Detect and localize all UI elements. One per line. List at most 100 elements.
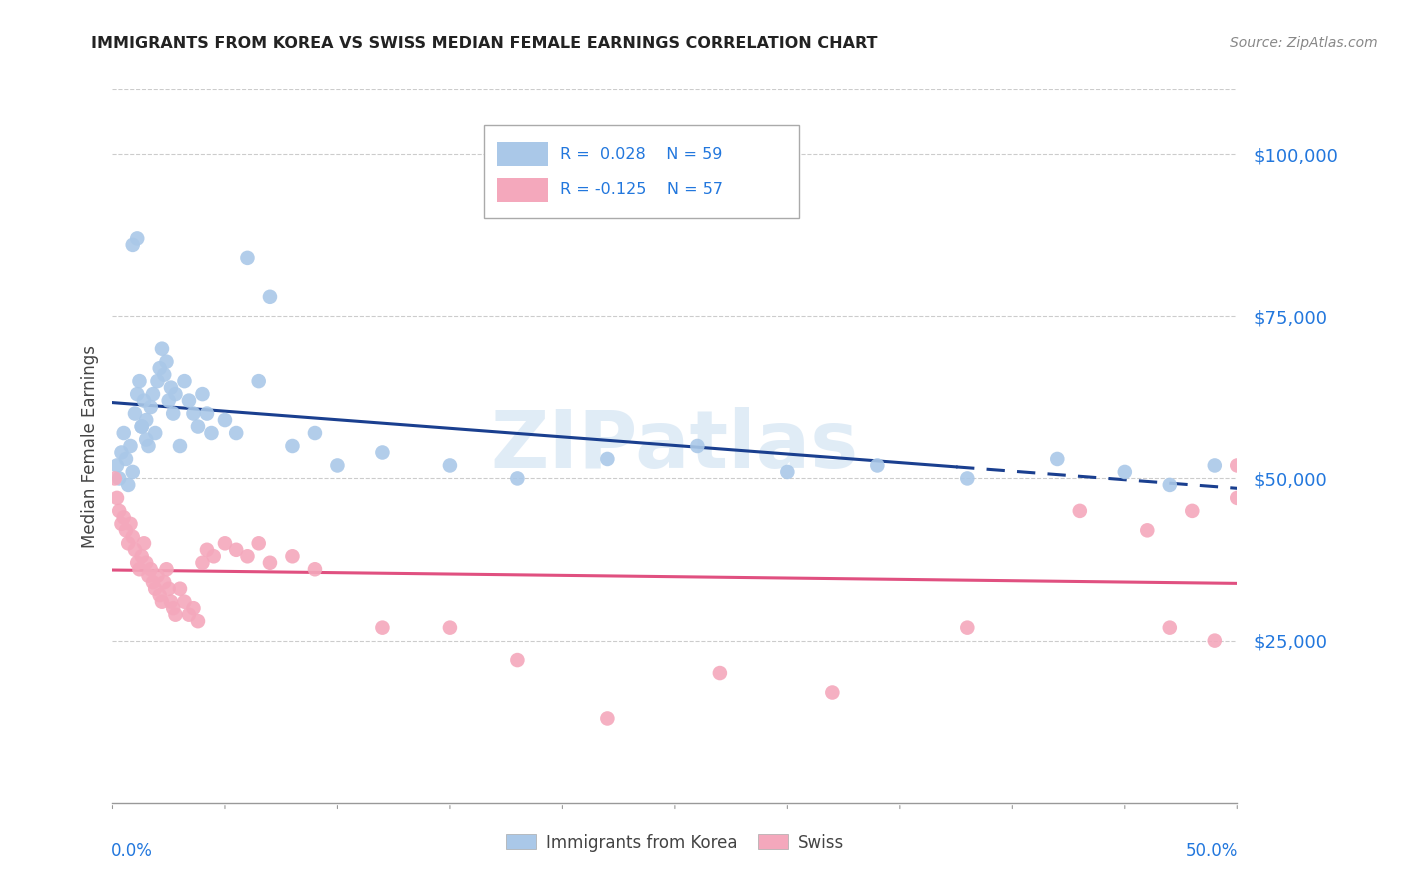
Point xyxy=(121,238,143,252)
Point xyxy=(105,491,128,505)
Point xyxy=(200,425,222,440)
Point xyxy=(150,342,173,356)
Text: R =  0.028    N = 59: R = 0.028 N = 59 xyxy=(560,146,723,161)
Point xyxy=(304,425,326,440)
Point xyxy=(195,407,218,421)
Point xyxy=(124,407,146,421)
Point xyxy=(120,516,142,531)
Text: Source: ZipAtlas.com: Source: ZipAtlas.com xyxy=(1230,36,1378,50)
Point xyxy=(247,374,270,388)
Point xyxy=(110,516,132,531)
Point xyxy=(371,621,394,635)
Point xyxy=(281,439,304,453)
Point xyxy=(149,361,172,376)
Point xyxy=(191,387,214,401)
Point xyxy=(121,530,143,544)
Point xyxy=(439,621,461,635)
Point xyxy=(247,536,270,550)
Point xyxy=(1046,452,1069,467)
Text: ZIPatlas: ZIPatlas xyxy=(491,407,859,485)
Point xyxy=(108,471,131,485)
Point xyxy=(1181,504,1204,518)
Point xyxy=(139,400,162,414)
Point xyxy=(162,601,184,615)
Point xyxy=(142,387,165,401)
Point xyxy=(135,433,157,447)
Point xyxy=(115,524,138,538)
Point xyxy=(155,562,177,576)
Point xyxy=(155,354,177,368)
Point xyxy=(1114,465,1136,479)
Point xyxy=(132,393,155,408)
Text: 50.0%: 50.0% xyxy=(1187,842,1239,860)
Point xyxy=(139,562,162,576)
Point xyxy=(128,562,150,576)
Point xyxy=(202,549,225,564)
Point xyxy=(214,413,236,427)
FancyBboxPatch shape xyxy=(498,142,548,166)
Point xyxy=(138,439,160,453)
Point xyxy=(115,452,138,467)
Point xyxy=(195,542,218,557)
Point xyxy=(686,439,709,453)
Point xyxy=(142,575,165,590)
Point xyxy=(131,419,153,434)
Point xyxy=(1069,504,1091,518)
Point xyxy=(157,582,180,596)
Text: R = -0.125    N = 57: R = -0.125 N = 57 xyxy=(560,182,723,197)
Point xyxy=(371,445,394,459)
Point xyxy=(304,562,326,576)
Point xyxy=(127,231,149,245)
Point xyxy=(177,607,200,622)
Point xyxy=(169,582,191,596)
Point xyxy=(596,711,619,725)
Point xyxy=(135,413,157,427)
Point xyxy=(162,407,184,421)
Point xyxy=(173,374,195,388)
Point xyxy=(112,510,135,524)
Point xyxy=(1159,478,1181,492)
Point xyxy=(165,387,187,401)
Point xyxy=(956,621,979,635)
Point xyxy=(104,471,127,485)
Point xyxy=(709,666,731,681)
Point xyxy=(138,568,160,582)
Point xyxy=(439,458,461,473)
Y-axis label: Median Female Earnings: Median Female Earnings xyxy=(80,344,98,548)
Point xyxy=(160,595,183,609)
Point xyxy=(187,614,209,628)
Point xyxy=(105,458,128,473)
Point xyxy=(128,374,150,388)
Point xyxy=(191,556,214,570)
Point xyxy=(225,425,247,440)
Point xyxy=(1226,458,1249,473)
Point xyxy=(187,419,209,434)
Point xyxy=(108,504,131,518)
Point xyxy=(146,568,169,582)
Point xyxy=(110,445,132,459)
Point xyxy=(1226,491,1249,505)
Point xyxy=(131,419,153,434)
Point xyxy=(183,407,205,421)
Point xyxy=(157,393,180,408)
Point xyxy=(236,251,259,265)
Point xyxy=(117,536,139,550)
Point xyxy=(281,549,304,564)
Point xyxy=(259,290,281,304)
Point xyxy=(165,607,187,622)
Point xyxy=(143,582,166,596)
Point xyxy=(1204,458,1226,473)
Point xyxy=(506,653,529,667)
Point xyxy=(146,374,169,388)
Point xyxy=(776,465,799,479)
Point xyxy=(183,601,205,615)
Point xyxy=(236,549,259,564)
Point xyxy=(169,439,191,453)
Point xyxy=(1204,633,1226,648)
Point xyxy=(326,458,349,473)
Point xyxy=(117,478,139,492)
Point xyxy=(225,542,247,557)
Legend: Immigrants from Korea, Swiss: Immigrants from Korea, Swiss xyxy=(506,833,844,852)
Point xyxy=(149,588,172,602)
Point xyxy=(821,685,844,699)
